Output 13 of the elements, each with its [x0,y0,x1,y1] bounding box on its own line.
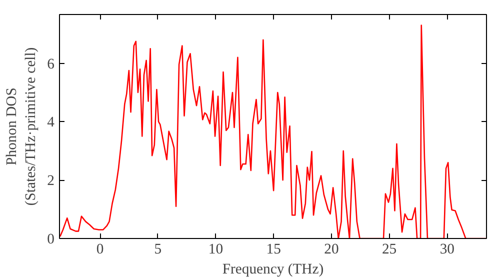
x-tick-label: 25 [382,242,397,258]
x-tick-label: 30 [440,242,454,258]
x-axis-title: Frequency (THz) [222,262,324,278]
x-tick-label: 10 [208,242,224,258]
x-tick-label: 5 [154,242,162,258]
y-axis-title: Phonon DOS (States/THz·primitive cell) [4,47,40,206]
y-tick-label: 0 [47,232,54,248]
x-tick-label: 15 [266,242,281,258]
y-tick-label: 2 [47,173,54,190]
y-tick-label: 6 [47,56,54,72]
x-tick-label: 20 [324,242,339,258]
y-tick-label: 4 [47,114,56,131]
x-tick-label: 0 [96,242,104,258]
